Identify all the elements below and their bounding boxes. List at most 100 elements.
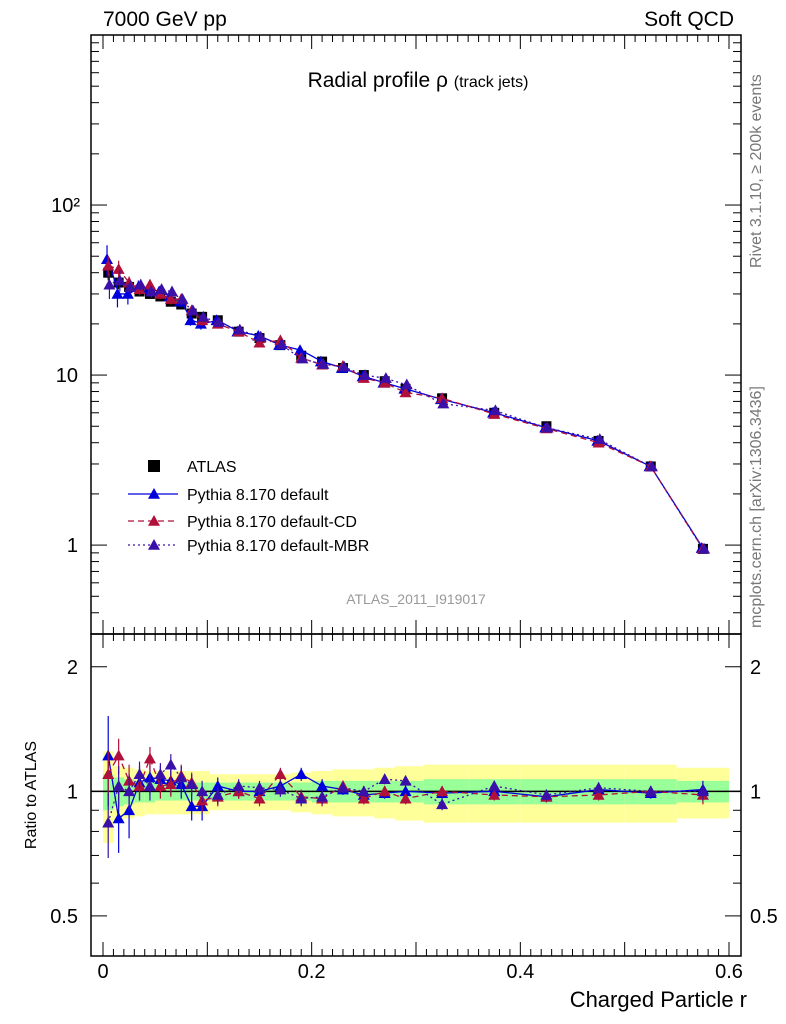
legend-label: Pythia 8.170 default-MBR [187,538,369,555]
data-point [593,433,606,444]
ratio-point [164,778,177,790]
ratio-point [274,768,287,780]
series-pythia-8-170-default-cd [102,256,709,554]
ratio-point [196,785,209,797]
legend-marker [148,539,160,550]
data-point [186,304,199,316]
ratio-point [112,812,125,824]
data-point [338,360,351,372]
data-point [489,404,502,416]
chart-title: Radial profile ρ (track jets) [308,69,529,92]
header-left: 7000 GeV pp [103,8,227,31]
ratio-point [696,785,709,797]
data-point [111,287,124,299]
data-point [113,274,126,286]
ratio-point [540,788,553,800]
ratio-point [143,752,156,764]
data-point [112,263,125,274]
data-point [143,278,156,290]
x-tick-label: 0.6 [715,961,743,983]
legend-marker [148,515,160,526]
y-tick-label: 1 [67,535,78,557]
data-point [254,330,267,342]
legend-label: Pythia 8.170 default-CD [187,514,357,531]
ratio-point [436,785,449,797]
ratio-point [133,768,146,780]
ratio-point [399,774,412,786]
ratio-point [232,780,245,791]
data-point [379,372,392,383]
ratio-point [378,773,391,784]
data-point [400,378,413,390]
ratio-point [488,788,501,800]
data-point [541,421,554,433]
ratio-point [336,781,349,793]
ratio-y-tick-label: 1 [67,781,78,803]
data-point [197,310,210,322]
ratio-point [102,768,115,780]
ratio-point [316,780,329,791]
y-tick-label: 10 [56,365,78,387]
watermark: ATLAS_2011_I919017 [346,591,486,607]
data-point [317,358,330,369]
ratio-y-tick-label-right: 2 [750,657,761,679]
data-point [101,253,114,265]
ratio-point [164,758,177,770]
ratio-series-pythia-8-170-default-mbr [102,754,709,859]
ratio-point [112,749,125,761]
legend-label: ATLAS [187,459,237,476]
header-right: Soft QCD [644,8,734,31]
series-pythia-8-170-default-mbr [103,270,711,554]
data-point [399,386,412,398]
legend-label: Pythia 8.170 default [187,487,329,504]
data-point [275,338,288,349]
ratio-point [274,783,287,795]
ratio-point [112,780,125,791]
ratio-point [154,768,167,780]
ratio-y-axis-label: Ratio to ATLAS [23,741,40,849]
x-axis-label: Charged Particle r [570,987,747,1012]
ratio-point [123,785,136,797]
legend-marker [148,488,160,499]
y-tick-label: 10² [51,195,80,217]
ratio-point [316,790,329,802]
x-tick-label: 0 [97,961,108,983]
series-line [108,265,704,550]
ratio-point [253,792,266,804]
data-point [184,314,197,326]
ratio-point [253,781,266,793]
data-point [296,352,309,364]
data-point [294,344,307,356]
legend-marker [148,460,160,472]
data-point [698,542,711,554]
data-point [164,293,177,304]
ratio-point [357,785,370,797]
ratio-y-tick-label: 2 [67,657,78,679]
ratio-point [644,785,657,797]
ratio-point [488,780,501,791]
series-line [107,259,704,549]
data-point [437,397,450,409]
ratio-point [211,780,224,791]
ratio-point [592,781,605,793]
ratio-y-tick-label-right: 1 [750,781,761,803]
ratio-point [399,785,412,797]
legend: ATLAS Pythia 8.170 default Pythia 8.170 de… [128,459,369,555]
ratio-point [378,785,391,797]
ratio-point [436,798,449,810]
ratio-point [185,800,198,812]
ratio-point [211,788,224,800]
x-tick-label: 0.4 [506,961,534,983]
data-point [121,287,134,299]
ratio-y-tick-label-right: 0.5 [750,906,778,928]
data-point [212,316,225,327]
data-point [103,278,116,290]
data-point [124,280,137,292]
ratio-point [102,816,115,828]
ratio-point [357,792,370,804]
data-point [436,392,449,404]
ratio-point [185,778,198,790]
ratio-y-tick-label: 0.5 [50,906,78,928]
ratio-point [175,771,188,783]
